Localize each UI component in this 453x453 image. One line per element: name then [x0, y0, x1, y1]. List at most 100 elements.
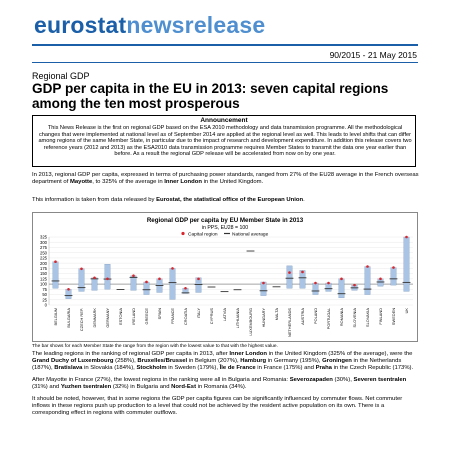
y-tick-label: 0: [45, 303, 48, 308]
x-tick-label: PORTUGAL: [326, 307, 331, 329]
y-tick-label: 150: [40, 271, 48, 276]
divider: [32, 62, 418, 63]
announcement-box: Announcement This News Release is the fi…: [32, 115, 416, 167]
paragraph-leading-regions: The leading regions in the ranking of re…: [32, 351, 414, 372]
y-tick-label: 250: [40, 250, 48, 255]
x-tick-label: AUSTRIA: [300, 308, 305, 325]
y-tick-label: 50: [42, 292, 47, 297]
range-bar: [312, 282, 319, 295]
x-tick-label: LITHUANIA: [235, 308, 240, 329]
range-bar: [143, 281, 150, 295]
capital-region-point: [93, 276, 96, 280]
y-tick-label: 75: [42, 287, 47, 292]
capital-region-point: [301, 270, 304, 274]
capital-region-point: [80, 267, 83, 271]
range-bar: [130, 275, 137, 291]
masthead: eurostatnewsrelease: [0, 0, 453, 46]
chart-subtitle: in PPS, EU28 = 100: [202, 225, 248, 231]
x-tick-label: BULGARIA: [66, 308, 71, 328]
range-bar: [364, 266, 371, 295]
capital-region-point: [184, 286, 187, 290]
x-tick-label: UK: [404, 308, 409, 314]
capital-region-point: [340, 277, 343, 281]
range-bar: [91, 277, 98, 291]
y-tick-label: 125: [40, 276, 48, 281]
capital-region-point: [392, 266, 395, 269]
chart-x-labels: BELGIUM BULGARIA CZECH REP. DENMARK GERMANY E…: [53, 307, 409, 337]
announcement-text: This News Release is the first on region…: [38, 125, 412, 158]
announcement-title: Announcement: [200, 117, 248, 124]
x-tick-label: POLAND: [313, 308, 318, 324]
capital-region-point: [145, 280, 148, 284]
chart-legend: Capital region National average: [181, 231, 269, 237]
x-tick-label: IRELAND: [131, 308, 136, 325]
issue-number-date: 90/2015 - 21 May 2015: [329, 50, 417, 60]
x-tick-label: NETHERLANDS: [287, 308, 292, 337]
range-bar: [52, 261, 59, 289]
x-tick-label: DENMARK: [92, 308, 97, 328]
x-tick-label: ESTONIA: [118, 308, 123, 325]
range-bar: [403, 236, 410, 292]
legend-label: Capital region: [188, 231, 218, 237]
capital-region-point: [197, 277, 200, 281]
range-bar: [286, 265, 293, 289]
y-tick-label: 175: [40, 266, 48, 271]
y-tick-label: 225: [40, 256, 48, 261]
x-tick-label: FINLAND: [378, 308, 383, 325]
headline: GDP per capita in the EU in 2013: seven …: [32, 81, 389, 111]
capital-region-point: [171, 267, 174, 270]
chart-svg: Regional GDP per capita by EU Member Sta…: [40, 217, 413, 337]
x-tick-label: MALTA: [274, 308, 279, 321]
capital-region-point: [327, 281, 330, 285]
x-tick-label: CYPRUS: [209, 308, 214, 325]
range-bar: [299, 270, 306, 289]
x-tick-label: CZECH REP.: [79, 308, 84, 331]
x-tick-label: SPAIN: [157, 308, 162, 320]
capital-region-point: [405, 235, 408, 239]
capital-region-point: [366, 265, 369, 268]
x-tick-label: SWEDEN: [391, 308, 396, 325]
capital-region-point: [67, 288, 70, 291]
gdp-range-chart: Regional GDP per capita by EU Member Sta…: [32, 212, 418, 342]
legend-label: National average: [232, 231, 269, 237]
range-bar: [65, 289, 72, 299]
y-tick-label: 300: [40, 240, 48, 245]
x-tick-label: GREECE: [144, 308, 149, 325]
capital-region-point: [314, 281, 317, 285]
x-tick-label: ITALY: [196, 308, 201, 319]
range-bar: [390, 267, 397, 286]
y-tick-label: 325: [40, 235, 48, 240]
range-bar: [338, 278, 345, 299]
capital-region-point: [288, 271, 291, 274]
x-tick-label: CROATIA: [183, 308, 188, 325]
paragraph-lowest-regions: After Mayotte in France (27%), the lowes…: [32, 377, 407, 391]
x-tick-label: GERMANY: [105, 308, 110, 328]
section-kicker: Regional GDP: [32, 71, 90, 81]
masthead-underline: [32, 44, 418, 46]
chart-bars: [51, 235, 411, 300]
x-tick-label: HUNGARY: [261, 308, 266, 328]
chart-title: Regional GDP per capita by EU Member Sta…: [147, 217, 304, 224]
y-tick-label: 275: [40, 245, 48, 250]
range-bar: [169, 268, 176, 300]
capital-region-point: [54, 260, 57, 263]
chart-footnote: The bar shows for each Member State the …: [32, 344, 278, 349]
x-tick-label: LUXEMBOURG: [248, 308, 253, 336]
x-tick-label: ROMANIA: [339, 308, 344, 327]
x-tick-label: SLOVENIA: [352, 308, 357, 328]
capital-region-point: [353, 283, 356, 287]
legend-marker-capital: [181, 231, 185, 236]
paragraph-source: This information is taken from data rele…: [32, 197, 305, 203]
capital-region-point: [106, 277, 109, 281]
eurostat-newsrelease-logo: eurostatnewsrelease: [34, 12, 266, 38]
x-tick-label: BELGIUM: [53, 308, 58, 326]
capital-region-point: [132, 274, 135, 278]
y-tick-label: 200: [40, 261, 48, 266]
y-tick-label: 100: [40, 282, 48, 287]
x-tick-label: FRANCE: [170, 308, 175, 324]
x-tick-label: LATVIA: [222, 308, 227, 322]
paragraph-commuter-note: It should be noted, however, that in som…: [32, 396, 403, 417]
capital-region-point: [379, 277, 382, 281]
x-tick-label: SLOVAKIA: [365, 308, 370, 327]
